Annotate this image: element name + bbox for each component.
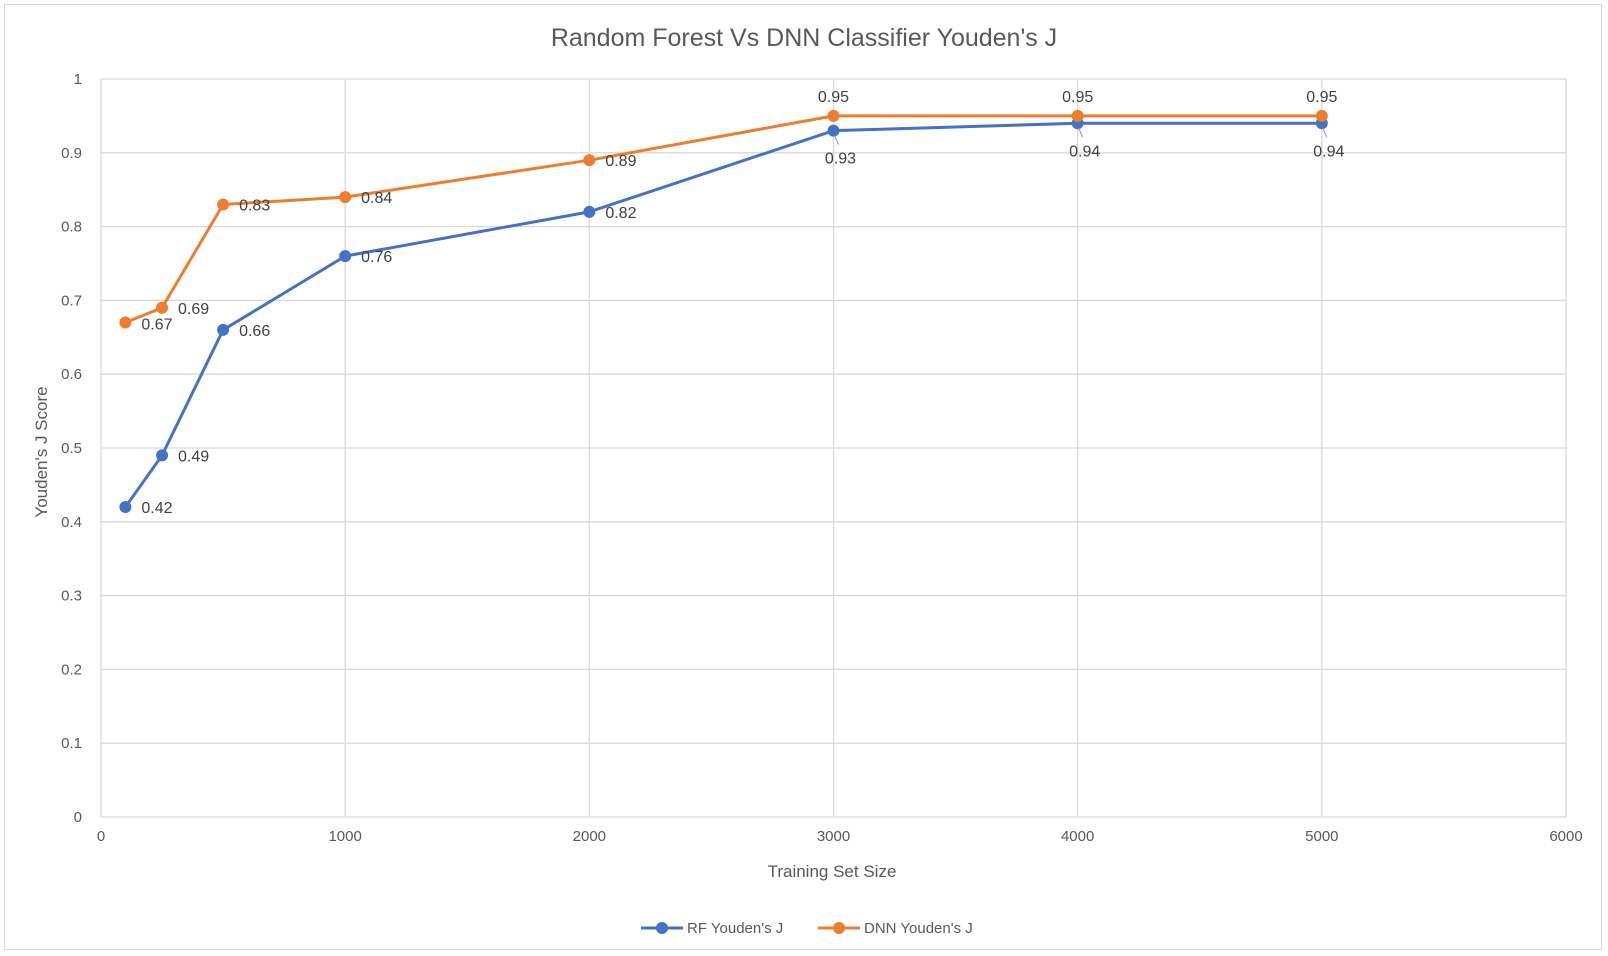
legend-label: RF Youden's J [687,920,783,937]
data-label: 0.89 [605,153,636,170]
gridlines [100,78,1567,818]
x-tick-label: 4000 [1061,828,1094,845]
legend-marker [833,922,845,934]
data-label: 0.95 [1306,89,1337,106]
x-axis-title: Training Set Size [768,862,897,881]
y-tick-label: 0 [74,809,82,826]
data-label: 0.94 [1313,143,1344,160]
y-axis-title: Youden's J Score [32,386,51,517]
legend-marker [656,922,668,934]
series-line-dnn [124,114,1322,324]
data-label: 0.66 [239,323,270,340]
series-line-rf [124,121,1322,508]
data-label: 0.76 [361,249,392,266]
data-point [827,109,840,122]
x-tick-label: 3000 [817,828,850,845]
data-label: 0.95 [818,89,849,106]
series-group [119,109,1328,514]
legend-label: DNN Youden's J [864,920,973,937]
data-point [339,191,352,204]
y-tick-label: 0.1 [61,735,82,752]
y-tick-label: 0.6 [61,366,82,383]
data-point [827,124,840,137]
y-tick-label: 0.8 [61,219,82,236]
x-tick-label: 0 [97,828,105,845]
data-point [156,449,169,462]
label-leader-line [1322,128,1328,138]
x-tick-label: 5000 [1305,828,1338,845]
data-point [339,250,352,263]
data-label: 0.83 [239,197,270,214]
data-point [583,154,596,167]
y-tick-label: 0.5 [61,440,82,457]
chart-frame [4,4,1602,950]
y-tick-label: 1 [74,71,82,88]
y-tick-label: 0.7 [61,292,82,309]
x-tick-label: 2000 [573,828,606,845]
data-label: 0.93 [825,151,856,168]
data-point [119,316,132,329]
y-tick-label: 0.4 [61,514,82,531]
legend: RF Youden's J DNN Youden's J [641,920,973,937]
y-axis-ticks: 0 0.1 0.2 0.3 0.4 0.5 0.6 0.7 0.8 0.9 1 [61,71,82,826]
chart-title: Random Forest Vs DNN Classifier Youden's… [551,24,1057,52]
data-label: 0.94 [1069,143,1100,160]
label-leader-line [1078,128,1084,138]
y-tick-label: 0.2 [61,661,82,678]
data-point [1071,109,1084,122]
data-point [119,501,132,514]
x-axis-ticks: 0 1000 2000 3000 4000 5000 6000 [97,828,1583,845]
data-label: 0.67 [141,317,172,334]
data-label: 0.49 [178,448,209,465]
label-leader-line [833,135,840,145]
data-point [217,198,230,211]
data-labels: 0.42 0.49 0.66 0.76 0.82 0.93 0.94 0.94 0.67 0.69… [141,89,1344,517]
x-tick-label: 6000 [1549,828,1582,845]
data-point [156,301,169,314]
x-tick-label: 1000 [328,828,361,845]
y-tick-label: 0.3 [61,588,82,605]
data-point [583,205,596,218]
data-point [1315,109,1328,122]
data-point [217,323,230,336]
data-label: 0.69 [178,301,209,318]
data-label: 0.84 [361,190,392,207]
data-label: 0.42 [141,500,172,517]
data-label: 0.95 [1062,89,1093,106]
y-tick-label: 0.9 [61,145,82,162]
data-label: 0.82 [605,205,636,222]
